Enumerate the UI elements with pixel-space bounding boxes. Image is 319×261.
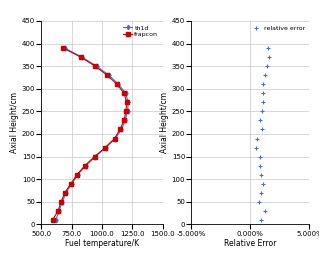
relative error [257, 155, 263, 159]
frapcon [125, 101, 129, 104]
relative error [261, 82, 266, 86]
frapcon [124, 110, 128, 113]
th1d [70, 182, 74, 185]
frapcon [75, 173, 79, 176]
relative error [262, 73, 267, 77]
frapcon [122, 119, 126, 122]
relative error [264, 64, 270, 68]
frapcon [122, 92, 126, 95]
relative error [267, 55, 272, 59]
relative error [258, 218, 263, 222]
frapcon [61, 46, 65, 50]
th1d [116, 83, 120, 86]
relative error [261, 100, 266, 104]
frapcon [118, 128, 122, 131]
X-axis label: Fuel temperature/K: Fuel temperature/K [65, 240, 139, 248]
relative error [254, 145, 259, 150]
frapcon [113, 137, 116, 140]
relative error [260, 109, 265, 114]
frapcon [51, 218, 55, 222]
Legend: th1d, frapcon: th1d, frapcon [122, 24, 160, 39]
frapcon [69, 182, 73, 185]
frapcon [59, 200, 63, 203]
th1d [63, 46, 66, 50]
frapcon [93, 64, 97, 68]
th1d [107, 74, 111, 77]
frapcon [83, 164, 87, 167]
Y-axis label: Axial Height/cm: Axial Height/cm [160, 92, 169, 153]
th1d [95, 64, 99, 68]
th1d [123, 119, 127, 122]
relative error [258, 191, 263, 195]
th1d [126, 101, 130, 104]
frapcon [93, 155, 96, 158]
frapcon [115, 83, 119, 86]
frapcon [78, 56, 82, 59]
relative error [261, 182, 266, 186]
X-axis label: Relative Error: Relative Error [224, 240, 277, 248]
th1d [80, 56, 84, 59]
th1d [76, 173, 80, 176]
th1d [126, 110, 130, 113]
relative error [261, 91, 266, 95]
Line: th1d: th1d [54, 46, 130, 222]
relative error [257, 164, 263, 168]
th1d [124, 92, 128, 95]
th1d [104, 146, 108, 149]
frapcon [63, 191, 67, 194]
th1d [84, 164, 88, 167]
th1d [57, 209, 61, 212]
th1d [93, 155, 97, 158]
th1d [120, 128, 123, 131]
relative error [260, 127, 265, 132]
th1d [114, 137, 117, 140]
Legend: relative error: relative error [248, 24, 306, 32]
frapcon [105, 74, 109, 77]
th1d [54, 218, 58, 222]
relative error [265, 46, 271, 50]
relative error [258, 173, 263, 177]
Y-axis label: Axial Height/cm: Axial Height/cm [10, 92, 19, 153]
relative error [262, 209, 267, 213]
th1d [64, 191, 68, 194]
frapcon [56, 209, 60, 212]
relative error [257, 118, 263, 122]
relative error [256, 200, 261, 204]
frapcon [103, 146, 107, 149]
Line: frapcon: frapcon [51, 46, 128, 222]
relative error [255, 137, 260, 141]
th1d [60, 200, 64, 203]
